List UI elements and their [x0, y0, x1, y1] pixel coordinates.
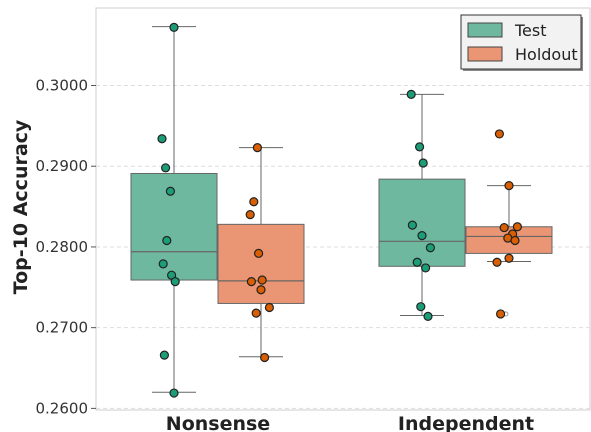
data-point: [423, 311, 433, 321]
x-tick-label: Nonsense: [166, 413, 270, 432]
y-tick-label: 0.3000: [36, 76, 89, 94]
data-point: [415, 142, 425, 152]
x-tick-label: Independent: [398, 413, 534, 432]
data-point: [499, 222, 509, 233]
data-point: [246, 277, 256, 287]
data-point: [264, 302, 274, 313]
data-point: [494, 129, 504, 139]
data-point: [504, 253, 514, 263]
data-point: [406, 89, 416, 99]
data-point: [161, 163, 171, 173]
data-point: [421, 263, 431, 273]
y-tick-label: 0.2800: [36, 238, 89, 256]
y-tick-label: 0.2600: [36, 399, 89, 417]
data-point: [512, 222, 523, 232]
legend-swatch: [467, 22, 503, 38]
legend-swatch: [467, 46, 503, 62]
x-axis: Nonsense Independent: [166, 413, 534, 432]
data-point: [504, 180, 514, 191]
data-point: [245, 210, 255, 220]
data-point: [510, 235, 520, 246]
data-point: [165, 186, 175, 196]
data-point: [417, 231, 427, 241]
data-point: [159, 350, 169, 360]
data-point: [157, 134, 167, 144]
data-point: [257, 275, 267, 285]
data-point: [169, 388, 179, 398]
data-point: [254, 248, 264, 258]
data-point: [260, 352, 270, 363]
data-point: [162, 235, 172, 246]
y-axis-label: Top-10 Accuracy: [10, 119, 32, 294]
y-tick-label: 0.2700: [36, 319, 89, 337]
data-point: [418, 158, 428, 168]
data-point: [425, 243, 435, 253]
box-plots: [130, 26, 553, 393]
grid: [96, 84, 590, 409]
y-axis: 0.2600 0.2700 0.2800 0.2900 0.3000: [36, 76, 96, 417]
data-point: [158, 259, 168, 269]
data-point: [249, 197, 259, 207]
box: [378, 178, 466, 267]
data-points: [157, 22, 523, 398]
data-point: [170, 277, 180, 287]
data-point: [496, 309, 506, 319]
legend-label: Test: [514, 21, 547, 40]
data-point: [416, 302, 426, 312]
data-point: [169, 22, 179, 32]
data-point: [492, 257, 502, 267]
y-tick-label: 0.2900: [36, 157, 89, 175]
data-point: [407, 220, 417, 230]
data-point: [252, 143, 262, 153]
legend: Test Holdout: [460, 14, 583, 71]
data-point: [256, 285, 266, 295]
data-point: [251, 308, 261, 318]
data-point: [412, 257, 422, 267]
legend-label: Holdout: [515, 45, 578, 64]
